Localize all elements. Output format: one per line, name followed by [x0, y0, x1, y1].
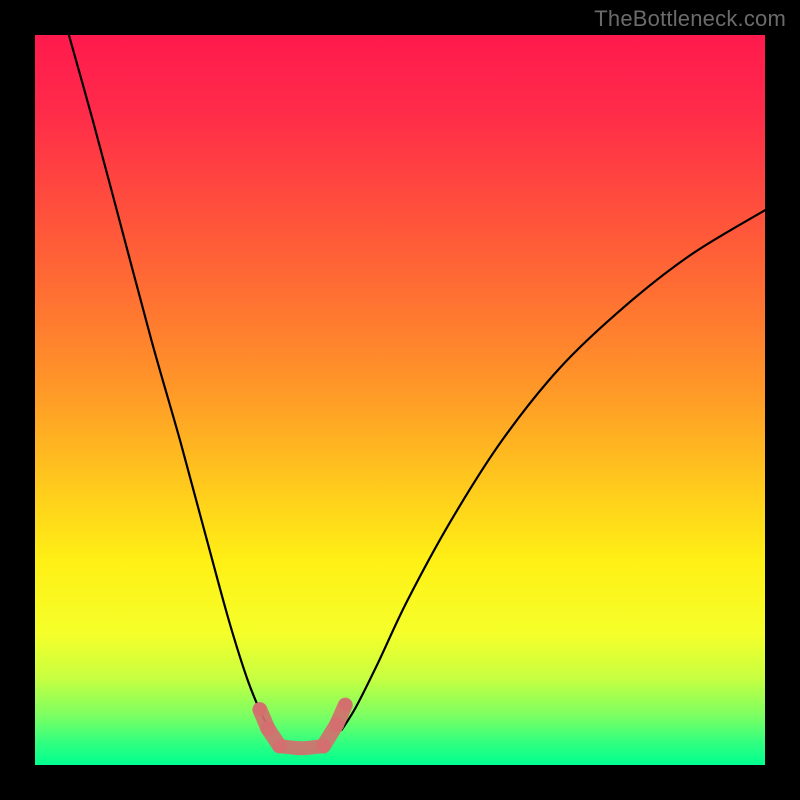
sweet-spot-join-left: [268, 729, 280, 747]
curves-layer: [35, 35, 765, 765]
watermark-text: TheBottleneck.com: [594, 6, 786, 32]
chart-frame: TheBottleneck.com: [0, 0, 800, 800]
curve-left-branch: [63, 35, 271, 732]
plot-area: [35, 35, 765, 765]
curve-right-branch: [342, 210, 765, 730]
sweet-spot-join-right: [323, 725, 336, 746]
